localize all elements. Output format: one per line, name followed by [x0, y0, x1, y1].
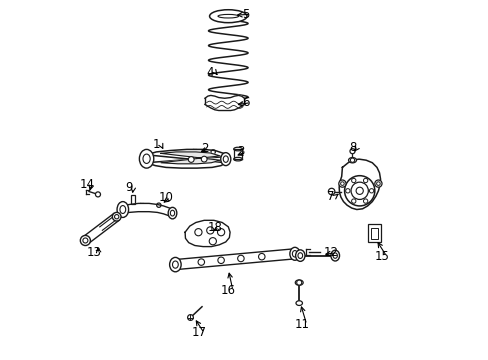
Circle shape — [198, 259, 204, 265]
Ellipse shape — [172, 261, 178, 268]
Circle shape — [368, 189, 373, 193]
Ellipse shape — [220, 153, 230, 166]
Text: 4: 4 — [206, 66, 214, 78]
Ellipse shape — [142, 154, 150, 163]
Ellipse shape — [348, 158, 356, 163]
Circle shape — [95, 192, 101, 197]
Polygon shape — [161, 152, 220, 164]
Circle shape — [349, 149, 354, 154]
Text: 2: 2 — [201, 142, 208, 155]
Ellipse shape — [289, 247, 299, 260]
Polygon shape — [339, 159, 380, 210]
Circle shape — [355, 187, 363, 194]
Circle shape — [209, 238, 216, 245]
Circle shape — [206, 227, 213, 234]
Text: 8: 8 — [348, 141, 355, 154]
Polygon shape — [82, 213, 119, 244]
Ellipse shape — [117, 202, 128, 217]
Ellipse shape — [330, 250, 339, 261]
Ellipse shape — [139, 149, 153, 168]
Circle shape — [188, 157, 194, 162]
Text: 5: 5 — [242, 8, 249, 21]
Text: 1: 1 — [152, 138, 160, 151]
Circle shape — [328, 188, 334, 195]
Ellipse shape — [120, 206, 125, 213]
Circle shape — [374, 180, 381, 187]
Circle shape — [187, 315, 193, 320]
Ellipse shape — [209, 10, 246, 23]
Text: 11: 11 — [294, 318, 309, 331]
FancyBboxPatch shape — [367, 224, 381, 242]
Ellipse shape — [233, 147, 242, 151]
Text: 7: 7 — [326, 190, 334, 203]
Circle shape — [345, 189, 349, 193]
Circle shape — [344, 176, 374, 206]
Circle shape — [350, 182, 367, 199]
Ellipse shape — [292, 251, 297, 257]
Text: 6: 6 — [242, 96, 249, 109]
Ellipse shape — [82, 238, 88, 243]
Polygon shape — [146, 149, 225, 168]
Ellipse shape — [295, 250, 305, 261]
Text: 18: 18 — [207, 221, 222, 234]
Ellipse shape — [112, 212, 121, 221]
Ellipse shape — [169, 257, 181, 272]
Text: 15: 15 — [374, 250, 388, 263]
Polygon shape — [185, 220, 230, 247]
Circle shape — [376, 182, 380, 185]
Ellipse shape — [233, 157, 242, 161]
Polygon shape — [204, 95, 244, 111]
Ellipse shape — [332, 253, 337, 258]
Circle shape — [363, 178, 367, 183]
Circle shape — [201, 156, 206, 162]
Text: 13: 13 — [86, 246, 101, 259]
Ellipse shape — [297, 253, 302, 258]
Circle shape — [218, 257, 224, 264]
FancyBboxPatch shape — [370, 228, 378, 239]
Circle shape — [194, 229, 202, 236]
Text: 9: 9 — [124, 181, 132, 194]
Circle shape — [296, 280, 301, 285]
Circle shape — [351, 199, 355, 203]
Polygon shape — [100, 215, 118, 230]
Text: 10: 10 — [158, 191, 173, 204]
Circle shape — [363, 199, 367, 203]
FancyBboxPatch shape — [130, 195, 135, 204]
Circle shape — [211, 150, 215, 154]
Circle shape — [351, 178, 355, 183]
Text: 12: 12 — [323, 246, 338, 259]
Ellipse shape — [170, 210, 174, 216]
Circle shape — [349, 158, 354, 162]
Circle shape — [338, 180, 346, 187]
Text: 17: 17 — [192, 327, 206, 339]
Ellipse shape — [80, 235, 90, 246]
Circle shape — [258, 253, 264, 260]
Circle shape — [340, 182, 344, 185]
Ellipse shape — [218, 14, 238, 18]
Circle shape — [156, 203, 161, 207]
Text: 3: 3 — [237, 145, 244, 158]
Text: 16: 16 — [221, 284, 235, 297]
Circle shape — [237, 255, 244, 262]
Ellipse shape — [114, 215, 119, 219]
Text: 14: 14 — [79, 178, 94, 191]
Ellipse shape — [295, 301, 302, 305]
Ellipse shape — [295, 280, 303, 285]
Circle shape — [217, 229, 224, 236]
Polygon shape — [122, 203, 172, 217]
Ellipse shape — [223, 156, 228, 162]
Polygon shape — [175, 249, 295, 270]
Ellipse shape — [168, 207, 177, 219]
